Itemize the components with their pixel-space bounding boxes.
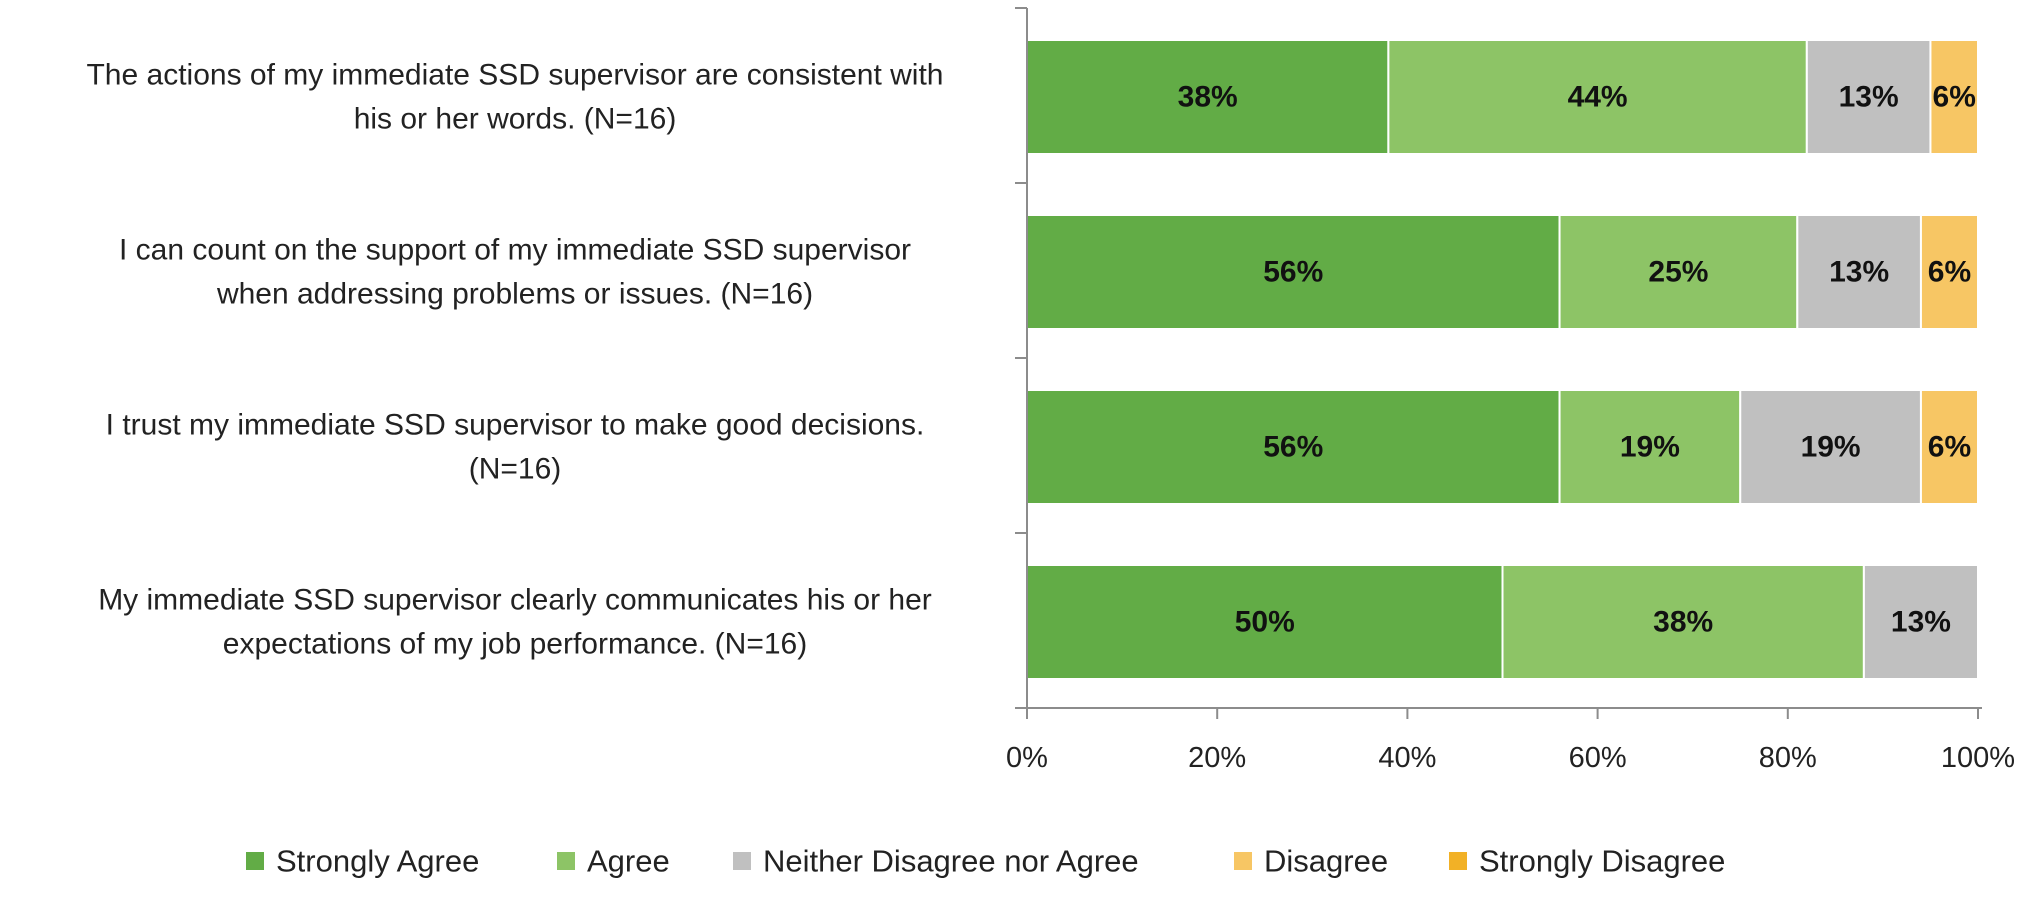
x-tick-label: 80% (1759, 742, 1817, 774)
axes-group (1015, 7, 1982, 719)
legend-swatch (1234, 852, 1252, 870)
category-label: I trust my immediate SSD supervisor to m… (106, 409, 925, 486)
legend: Strongly Agree Agree Neither Disagree nor … (246, 844, 1725, 879)
category-label-line: expectations of my job performance. (N=1… (223, 628, 807, 661)
data-label: 25% (1648, 256, 1708, 289)
legend-label: Neither Disagree nor Agree (763, 844, 1139, 879)
bar-segment (1919, 389, 1979, 505)
legend-label: Strongly Agree (276, 844, 479, 879)
data-label: 6% (1933, 81, 1976, 114)
bar-segment (1387, 39, 1808, 155)
category-label-line: (N=16) (469, 453, 562, 486)
category-label-line: The actions of my immediate SSD supervis… (86, 59, 943, 92)
data-label: 19% (1620, 431, 1680, 464)
x-tick-label: 60% (1569, 742, 1627, 774)
category-label-line: his or her words. (N=16) (354, 103, 677, 136)
category-label-line: I can count on the support of my immedia… (119, 234, 911, 267)
bar-segment (1026, 564, 1504, 680)
data-label: 50% (1235, 606, 1295, 639)
category-label: My immediate SSD supervisor clearly comm… (98, 584, 932, 661)
data-label: 19% (1801, 431, 1861, 464)
legend-label: Agree (587, 844, 670, 879)
data-label: 38% (1178, 81, 1238, 114)
data-label: 6% (1928, 431, 1971, 464)
category-labels-group: The actions of my immediate SSD supervis… (86, 59, 943, 661)
x-tick-label: 0% (1006, 742, 1048, 774)
category-label-line: My immediate SSD supervisor clearly comm… (98, 584, 932, 617)
bar-segment (1929, 39, 1979, 155)
segment-labels-group: 38% 44% 13% 6% 56% 25% 13% 6% 56% 19% 19% 6% 50% 38% 1… (1178, 81, 1976, 639)
legend-swatch (557, 852, 575, 870)
bar-segment (1862, 564, 1980, 680)
category-label: I can count on the support of my immedia… (119, 234, 911, 311)
data-label: 56% (1263, 256, 1323, 289)
legend-label: Disagree (1264, 844, 1388, 879)
bar-segment (1558, 214, 1799, 330)
category-label-line: when addressing problems or issues. (N=1… (216, 278, 813, 311)
bar-segment (1026, 39, 1390, 155)
bar-segment (1796, 214, 1922, 330)
data-label: 38% (1653, 606, 1713, 639)
legend-swatch (733, 852, 751, 870)
x-tick-label: 40% (1378, 742, 1436, 774)
bar-segment (1558, 389, 1742, 505)
legend-swatch (246, 852, 264, 870)
bar-segment (1026, 214, 1561, 330)
data-label: 6% (1928, 256, 1971, 289)
data-label: 13% (1829, 256, 1889, 289)
category-label: The actions of my immediate SSD supervis… (86, 59, 943, 136)
legend-label: Strongly Disagree (1479, 844, 1725, 879)
tick-labels-group: 0% 20% 40% 60% 80% 100% (1006, 742, 2015, 774)
category-label-line: I trust my immediate SSD supervisor to m… (106, 409, 925, 442)
data-label: 56% (1263, 431, 1323, 464)
data-label: 13% (1891, 606, 1951, 639)
data-label: 13% (1839, 81, 1899, 114)
bar-segment (1501, 564, 1865, 680)
x-tick-label: 100% (1941, 742, 2015, 774)
bars-group (1026, 39, 1980, 680)
bar-segment (1919, 214, 1979, 330)
legend-swatch (1449, 852, 1467, 870)
x-tick-label: 20% (1188, 742, 1246, 774)
bar-segment (1805, 39, 1932, 155)
data-label: 44% (1568, 81, 1628, 114)
